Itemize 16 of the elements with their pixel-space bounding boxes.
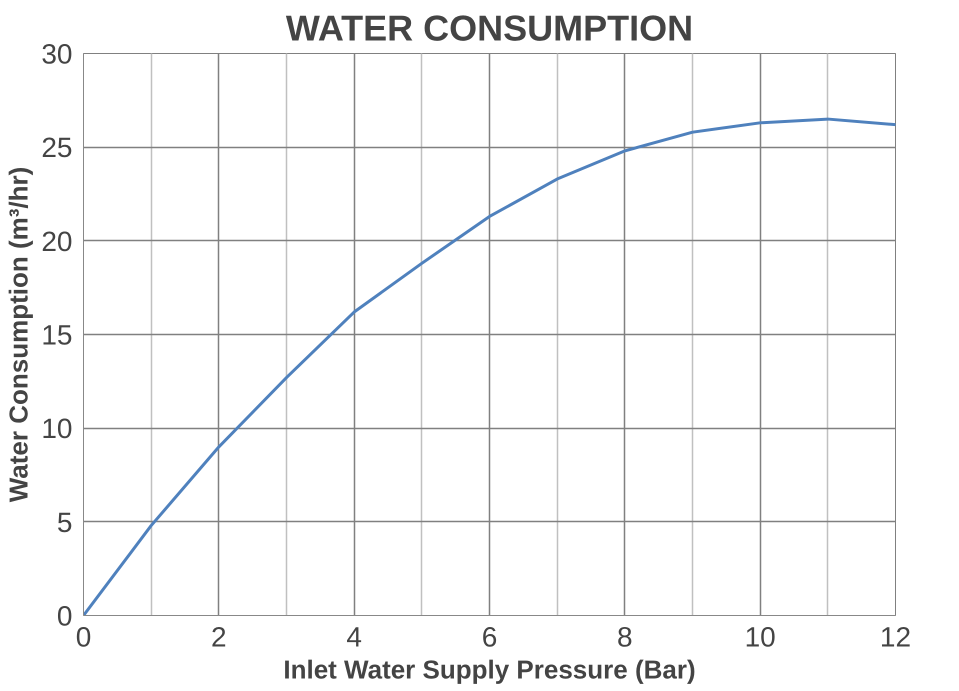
x-tick-label: 4 — [346, 622, 362, 652]
x-tick-label: 10 — [744, 622, 776, 652]
x-tick-label: 12 — [880, 622, 912, 652]
y-tick-label: 30 — [41, 38, 73, 70]
y-tick-label: 10 — [41, 413, 73, 444]
y-tick-label: 15 — [41, 320, 73, 350]
chart-title: WATER CONSUMPTION — [286, 8, 694, 48]
y-axis-title: Water Consumption (m³/hr) — [3, 166, 34, 502]
y-tick-label: 20 — [41, 226, 73, 257]
x-axis-title: Inlet Water Supply Pressure (Bar) — [283, 654, 696, 684]
x-tick-label: 8 — [617, 622, 633, 652]
y-tick-label: 25 — [41, 132, 73, 164]
y-tick-label: 0 — [56, 600, 73, 632]
y-tick-label: 5 — [56, 506, 73, 538]
x-tick-label: 2 — [211, 622, 227, 652]
x-tick-label: 6 — [482, 622, 498, 652]
